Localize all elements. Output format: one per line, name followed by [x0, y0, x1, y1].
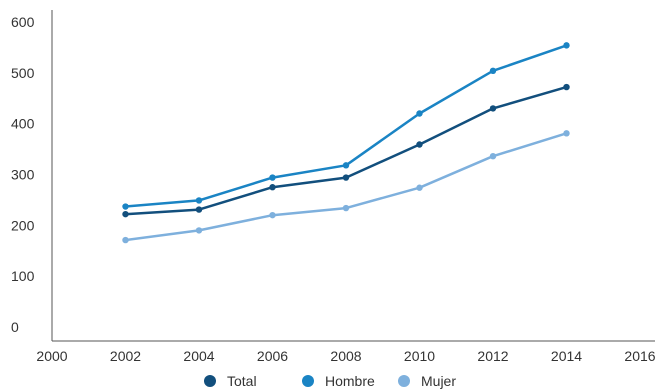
y-tick-label: 300	[11, 167, 35, 183]
series-line	[125, 44, 567, 208]
x-axis-ticks: 2000 2002 2004 2006 2008 2010 2012 2014 2016	[36, 348, 655, 364]
legend-marker	[398, 375, 410, 387]
data-point	[269, 184, 276, 191]
legend: Total Hombre Mujer	[204, 373, 456, 389]
y-tick-label: 100	[11, 268, 35, 284]
data-point	[122, 210, 129, 218]
legend-item: Hombre	[302, 373, 375, 389]
data-point	[195, 206, 203, 213]
x-tick-label: 2002	[110, 348, 141, 364]
data-point	[122, 203, 129, 210]
data-point	[342, 174, 350, 181]
x-tick-label: 2014	[551, 348, 582, 364]
series-line	[125, 132, 567, 242]
x-tick-label: 2000	[36, 348, 67, 364]
series-total	[122, 83, 570, 218]
y-axis-ticks: 0 100 200 300 400 500 600	[11, 14, 35, 335]
data-point	[269, 174, 276, 181]
data-point	[563, 130, 570, 137]
x-tick-label: 2010	[404, 348, 435, 364]
data-point	[342, 162, 350, 169]
legend-marker	[204, 375, 216, 387]
series-mujer	[122, 130, 570, 244]
x-tick-label: 2004	[183, 348, 214, 364]
series-hombre	[122, 42, 570, 210]
data-point	[489, 67, 497, 75]
y-tick-label: 200	[11, 217, 35, 233]
x-tick-label: 2016	[624, 348, 655, 364]
series-line	[125, 85, 567, 216]
legend-label: Mujer	[421, 373, 456, 389]
data-point	[489, 105, 497, 112]
data-point	[563, 83, 570, 91]
data-point	[342, 204, 350, 212]
legend-item: Total	[204, 373, 257, 389]
y-tick-label: 600	[11, 14, 35, 30]
data-point	[416, 184, 423, 191]
y-tick-label: 400	[11, 116, 35, 132]
x-tick-label: 2008	[330, 348, 361, 364]
data-point	[195, 197, 203, 204]
x-tick-label: 2012	[477, 348, 508, 364]
data-point	[416, 141, 423, 148]
data-point	[416, 110, 423, 117]
x-tick-label: 2006	[257, 348, 288, 364]
legend-marker	[302, 375, 314, 387]
data-point	[195, 227, 203, 234]
data-point	[122, 236, 129, 244]
data-point	[563, 42, 570, 49]
legend-label: Hombre	[325, 373, 375, 389]
y-tick-label: 500	[11, 65, 35, 81]
data-point	[269, 211, 276, 219]
series-layer	[122, 42, 570, 244]
y-tick-label: 0	[11, 319, 19, 335]
legend-label: Total	[227, 373, 257, 389]
data-point	[489, 153, 497, 160]
legend-item: Mujer	[398, 373, 456, 389]
